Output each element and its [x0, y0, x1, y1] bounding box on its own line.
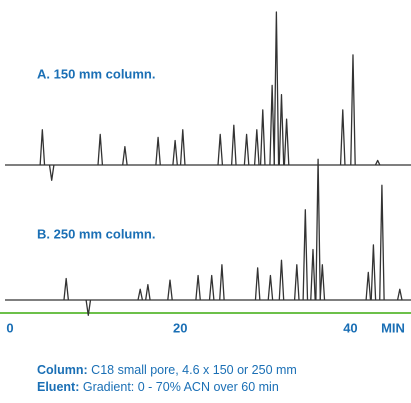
x-tick-label: 0	[6, 320, 13, 335]
notes: Column: C18 small pore, 4.6 x 150 or 250…	[37, 362, 297, 396]
peak	[230, 124, 237, 166]
chart: 0 20 40 MIN A. 150 mm column. B. 250 mm colum…	[0, 11, 411, 335]
peak	[302, 209, 309, 301]
peak	[137, 288, 144, 301]
peak	[39, 129, 46, 166]
peak	[155, 136, 161, 166]
peak	[269, 84, 275, 166]
peak	[208, 274, 215, 301]
peak	[283, 118, 290, 166]
peak	[350, 54, 356, 166]
note-text: Gradient: 0 - 70% ACN over 60 min	[82, 380, 279, 394]
note: Column: C18 small pore, 4.6 x 150 or 250…	[37, 362, 297, 379]
peak	[374, 159, 381, 166]
peak	[278, 259, 285, 301]
peak	[217, 133, 224, 166]
peak	[273, 11, 280, 166]
peak	[219, 264, 225, 301]
note: Eluent: Gradient: 0 - 70% ACN over 60 mi…	[37, 379, 297, 396]
x-tick-label: 20	[173, 320, 187, 335]
peak	[167, 279, 173, 301]
peak	[85, 299, 92, 316]
series-label: A. 150 mm column.	[37, 66, 155, 81]
x-axis-label: MIN	[381, 320, 405, 335]
peak	[97, 133, 104, 166]
note-label: Column:	[37, 363, 88, 377]
peak	[319, 264, 326, 301]
peak	[145, 284, 151, 301]
peak	[63, 277, 70, 301]
peak	[259, 109, 266, 166]
peak	[379, 184, 385, 301]
peak	[172, 139, 178, 166]
peak	[365, 271, 372, 301]
peak	[122, 145, 128, 166]
peak	[339, 109, 346, 166]
peak	[195, 274, 201, 301]
peak	[310, 248, 316, 301]
peak	[243, 133, 250, 166]
x-tick-label: 40	[343, 320, 357, 335]
peak	[267, 274, 274, 301]
series-label: B. 250 mm column.	[37, 226, 155, 241]
peak	[396, 288, 403, 301]
peak	[254, 267, 261, 301]
peak	[315, 158, 321, 301]
note-text: C18 small pore, 4.6 x 150 or 250 mm	[91, 363, 297, 377]
peak	[293, 264, 300, 301]
peak	[278, 93, 285, 166]
peak	[370, 244, 377, 301]
note-label: Eluent:	[37, 380, 80, 394]
peak	[179, 129, 186, 166]
peak	[48, 164, 55, 181]
peak	[253, 129, 260, 166]
